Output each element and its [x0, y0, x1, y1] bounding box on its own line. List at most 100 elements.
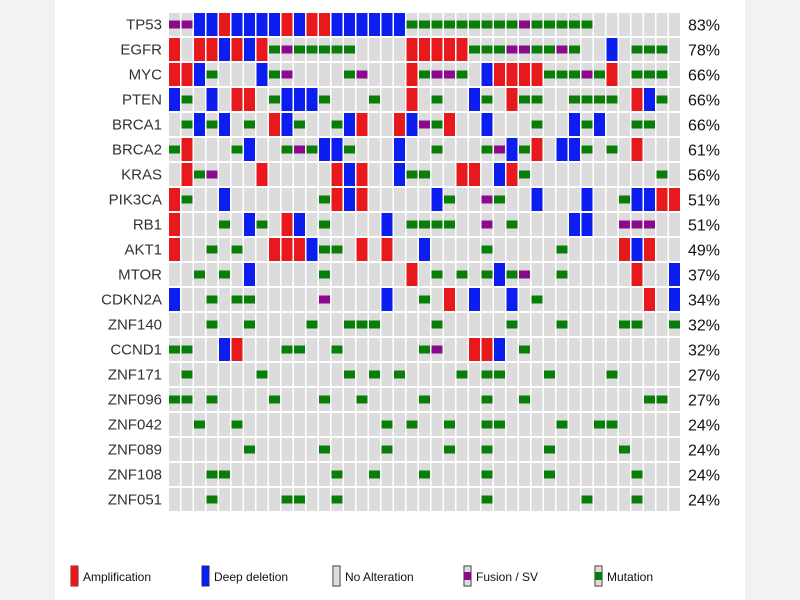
mutation-mark	[319, 195, 330, 204]
cell-background	[494, 88, 505, 111]
cell-background	[294, 413, 305, 436]
cell-background	[656, 288, 668, 311]
cell-background	[206, 413, 218, 436]
mutation-mark	[619, 320, 630, 329]
mutation-mark	[481, 420, 493, 429]
cell-background	[369, 163, 380, 186]
cell-background	[294, 163, 305, 186]
cell-background	[431, 413, 443, 436]
cell-background	[381, 463, 393, 486]
cell-background	[194, 438, 205, 461]
mutation-mark	[406, 170, 418, 179]
amplification-cell	[469, 163, 480, 186]
cell-background	[669, 238, 680, 261]
deep-deletion-cell	[269, 13, 280, 36]
alteration-percent: 27%	[688, 368, 720, 385]
deep-deletion-cell	[294, 88, 305, 111]
gene-label: PTEN	[122, 92, 162, 109]
cell-background	[206, 188, 218, 211]
cell-background	[344, 288, 355, 311]
cell-background	[394, 63, 405, 86]
alteration-percent: 61%	[688, 143, 720, 160]
mutation-mark	[369, 95, 380, 104]
cell-background	[631, 13, 643, 36]
cell-background	[494, 313, 505, 336]
amplification-cell	[231, 88, 243, 111]
mutation-mark	[619, 195, 630, 204]
cell-background	[631, 438, 643, 461]
mutation-mark	[331, 345, 343, 354]
cell-background	[594, 438, 605, 461]
cell-background	[331, 388, 343, 411]
cell-background	[606, 288, 618, 311]
alteration-percent: 24%	[688, 443, 720, 460]
cell-background	[619, 488, 630, 511]
mutation-mark	[431, 145, 443, 154]
deep-deletion-cell	[631, 238, 643, 261]
amplification-cell	[656, 188, 668, 211]
gene-label: KRAS	[121, 167, 162, 184]
mutation-mark	[494, 20, 505, 29]
legend-label: No Alteration	[345, 570, 414, 584]
deep-deletion-cell	[256, 63, 268, 86]
amplification-cell	[506, 88, 518, 111]
cell-background	[181, 38, 193, 61]
cell-background	[444, 263, 455, 286]
cell-background	[531, 463, 543, 486]
mutation-mark	[481, 20, 493, 29]
cell-background	[644, 13, 655, 36]
cell-background	[356, 363, 368, 386]
cell-background	[669, 413, 680, 436]
cell-background	[669, 13, 680, 36]
cell-background	[181, 413, 193, 436]
amplification-cell	[456, 163, 468, 186]
amplification-cell	[406, 88, 418, 111]
alteration-percent: 24%	[688, 493, 720, 510]
cell-background	[456, 288, 468, 311]
mutation-mark	[581, 120, 593, 129]
cell-background	[269, 438, 280, 461]
amplification-cell	[406, 38, 418, 61]
deep-deletion-cell	[306, 88, 318, 111]
cell-background	[219, 138, 230, 161]
cell-background	[269, 213, 280, 236]
amplification-cell	[181, 63, 193, 86]
gene-row-pten: PTEN 66%	[122, 88, 720, 111]
cell-background	[381, 488, 393, 511]
cell-background	[619, 163, 630, 186]
deep-deletion-cell	[506, 288, 518, 311]
mutation-mark	[294, 120, 305, 129]
cell-background	[456, 338, 468, 361]
mutation-mark	[269, 45, 280, 54]
cell-background	[481, 163, 493, 186]
mutation-mark	[294, 495, 305, 504]
fusion-mark	[519, 20, 530, 29]
cell-background	[469, 63, 480, 86]
mutation-mark	[356, 395, 368, 404]
cell-background	[294, 388, 305, 411]
deep-deletion-cell	[344, 163, 355, 186]
cell-background	[356, 138, 368, 161]
mutation-mark	[281, 345, 293, 354]
deep-deletion-cell	[219, 188, 230, 211]
legend-label: Fusion / SV	[476, 570, 538, 584]
fusion-mark	[494, 145, 505, 154]
cell-background	[231, 188, 243, 211]
gene-row-ccnd1: CCND1 32%	[110, 338, 720, 361]
cell-background	[306, 488, 318, 511]
cell-background	[569, 488, 580, 511]
fusion-mark	[181, 20, 193, 29]
amplification-cell	[169, 63, 180, 86]
cell-background	[319, 313, 330, 336]
deep-deletion-cell	[494, 163, 505, 186]
cell-background	[644, 313, 655, 336]
mutation-mark	[194, 170, 205, 179]
fusion-mark	[481, 220, 493, 229]
cell-background	[669, 388, 680, 411]
cell-background	[531, 488, 543, 511]
mutation-mark	[406, 420, 418, 429]
cell-background	[394, 213, 405, 236]
cell-background	[594, 338, 605, 361]
mutation-mark	[244, 445, 255, 454]
cell-background	[256, 263, 268, 286]
